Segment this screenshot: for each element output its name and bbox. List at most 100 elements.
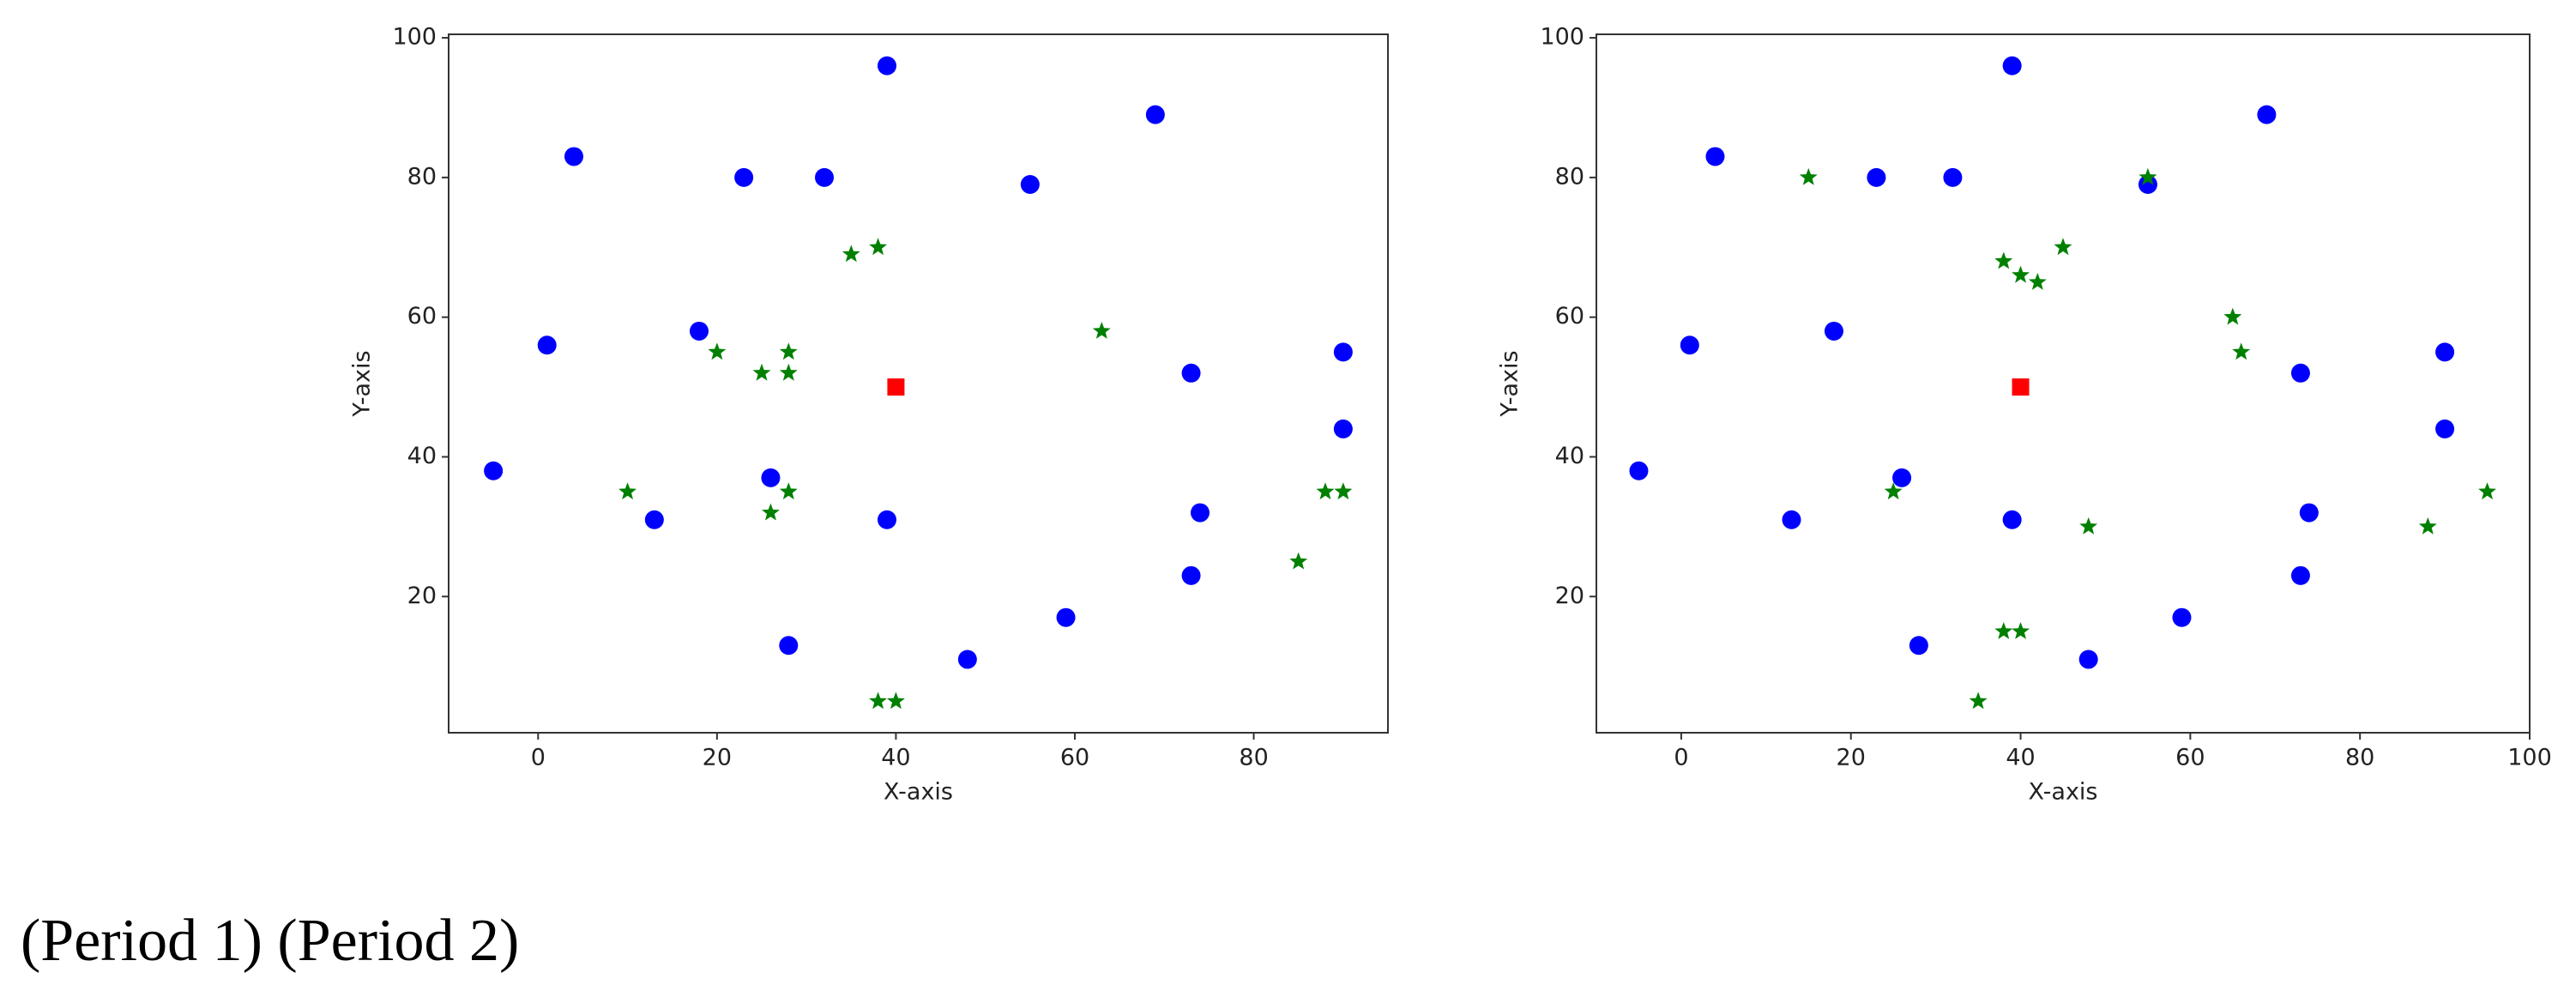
point xyxy=(1782,510,1801,529)
x-tick-label: 40 xyxy=(881,745,910,771)
point xyxy=(2299,503,2319,523)
y-tick-label: 40 xyxy=(407,443,437,469)
y-tick-label: 60 xyxy=(1555,303,1584,329)
y-axis-label: Y-axis xyxy=(1497,350,1523,417)
point xyxy=(869,692,887,710)
y-tick-label: 20 xyxy=(407,583,437,609)
plot-area xyxy=(1596,33,2531,734)
point xyxy=(537,335,557,355)
point xyxy=(2012,622,2030,639)
x-tick-label: 100 xyxy=(2507,745,2552,771)
point xyxy=(878,510,896,529)
x-tick-label: 80 xyxy=(2345,745,2374,771)
point xyxy=(1909,636,1928,656)
caption: (Period 1) (Period 2) xyxy=(21,908,519,974)
point xyxy=(1181,565,1201,585)
point xyxy=(1943,167,1963,187)
point xyxy=(761,468,781,487)
y-tick-label: 60 xyxy=(407,303,437,329)
point xyxy=(564,147,583,166)
point xyxy=(1824,321,1843,341)
x-tick-label: 40 xyxy=(2006,745,2035,771)
point xyxy=(1020,175,1040,195)
y-tick-label: 40 xyxy=(1555,443,1584,469)
point xyxy=(2290,363,2310,383)
x-axis-label: X-axis xyxy=(2029,779,2098,806)
point xyxy=(752,363,771,381)
y-tick-label: 100 xyxy=(392,24,437,51)
x-tick-label: 60 xyxy=(1060,745,1089,771)
point xyxy=(2418,517,2437,535)
point xyxy=(1994,251,2013,269)
point xyxy=(1056,607,1076,627)
point xyxy=(1680,335,1699,355)
x-tick-label: 0 xyxy=(531,745,546,771)
y-tick-label: 80 xyxy=(1555,163,1584,190)
point xyxy=(762,503,780,521)
y-axis-label: Y-axis xyxy=(349,350,376,417)
point xyxy=(842,245,860,263)
chart: 0 20 40 60 80 20 40 60 80 100 X-axis Y-axis xyxy=(349,24,1389,806)
point xyxy=(2257,105,2277,124)
point xyxy=(1289,552,1308,570)
point xyxy=(734,167,754,187)
point xyxy=(2002,510,2022,529)
point xyxy=(1705,147,1725,166)
point xyxy=(1799,167,1818,185)
point xyxy=(2078,650,2098,669)
point xyxy=(2138,175,2157,195)
point xyxy=(2232,342,2251,360)
x-tick-label: 80 xyxy=(1239,745,1268,771)
point xyxy=(2012,265,2030,283)
point xyxy=(2002,56,2022,76)
point xyxy=(869,238,887,256)
point xyxy=(2054,238,2072,256)
point xyxy=(1884,482,1903,500)
x-axis-label: X-axis xyxy=(884,779,953,806)
point xyxy=(1867,167,1886,187)
point xyxy=(2223,307,2242,325)
point xyxy=(1969,692,1988,710)
point xyxy=(779,342,798,360)
point xyxy=(779,363,798,381)
point xyxy=(1333,342,1353,362)
point xyxy=(690,321,709,341)
point xyxy=(1191,503,1210,523)
point xyxy=(484,461,504,480)
point xyxy=(957,650,977,669)
point xyxy=(618,482,636,500)
x-tick-label: 0 xyxy=(1674,745,1688,771)
point xyxy=(2478,482,2496,500)
point xyxy=(1333,419,1353,438)
point xyxy=(1145,105,1165,124)
y-tick-label: 80 xyxy=(407,163,437,190)
point xyxy=(887,692,905,710)
point xyxy=(2435,419,2455,438)
plot-area xyxy=(448,33,1389,734)
point xyxy=(2290,565,2310,585)
point xyxy=(1994,622,2013,639)
point xyxy=(887,378,905,396)
point xyxy=(2028,273,2047,290)
x-tick-label: 20 xyxy=(703,745,732,771)
point xyxy=(779,636,799,656)
y-tick-label: 20 xyxy=(1555,583,1584,609)
point xyxy=(644,510,664,529)
chart: 0 20 40 60 80 100 20 40 60 80 100 X-axis Y-axis xyxy=(1497,24,2552,806)
point xyxy=(2079,517,2098,535)
y-tick-label: 100 xyxy=(1540,24,1584,51)
point xyxy=(1181,363,1201,383)
point xyxy=(2012,378,2030,396)
point xyxy=(708,342,727,360)
point xyxy=(1892,468,1912,487)
point xyxy=(1334,482,1353,500)
point xyxy=(1092,322,1111,339)
point xyxy=(2172,607,2192,627)
point xyxy=(2435,342,2455,362)
point xyxy=(1629,461,1649,480)
point xyxy=(878,56,896,76)
x-tick-label: 20 xyxy=(1837,745,1866,771)
x-tick-label: 60 xyxy=(2175,745,2205,771)
